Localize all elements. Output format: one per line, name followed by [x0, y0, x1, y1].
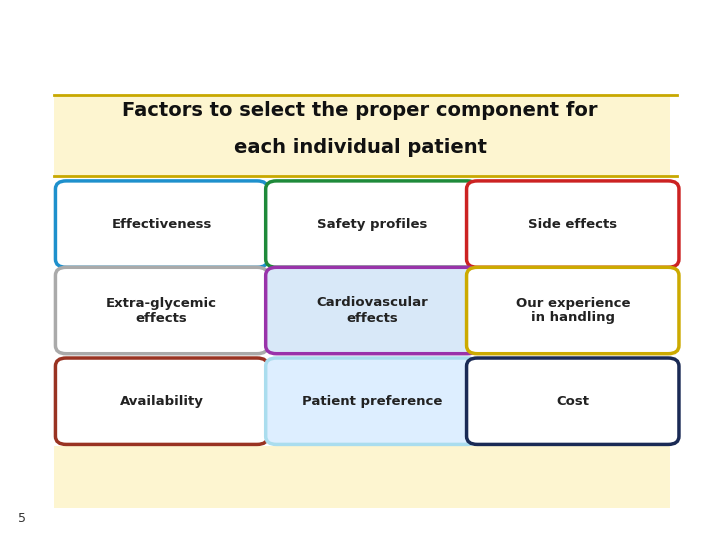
Text: Safety profiles: Safety profiles [317, 218, 427, 231]
Text: Cardiovascular
effects: Cardiovascular effects [316, 296, 428, 325]
Text: Side effects: Side effects [528, 218, 617, 231]
Text: Effectiveness: Effectiveness [112, 218, 212, 231]
Text: 5: 5 [18, 512, 26, 525]
Text: Cost: Cost [557, 395, 589, 408]
Text: each individual patient: each individual patient [233, 138, 487, 157]
Text: Our experience
in handling: Our experience in handling [516, 296, 630, 325]
Text: Factors to select the proper component for: Factors to select the proper component f… [122, 101, 598, 120]
Text: Extra-glycemic
effects: Extra-glycemic effects [106, 296, 217, 325]
Text: Availability: Availability [120, 395, 204, 408]
Text: Patient preference: Patient preference [302, 395, 442, 408]
